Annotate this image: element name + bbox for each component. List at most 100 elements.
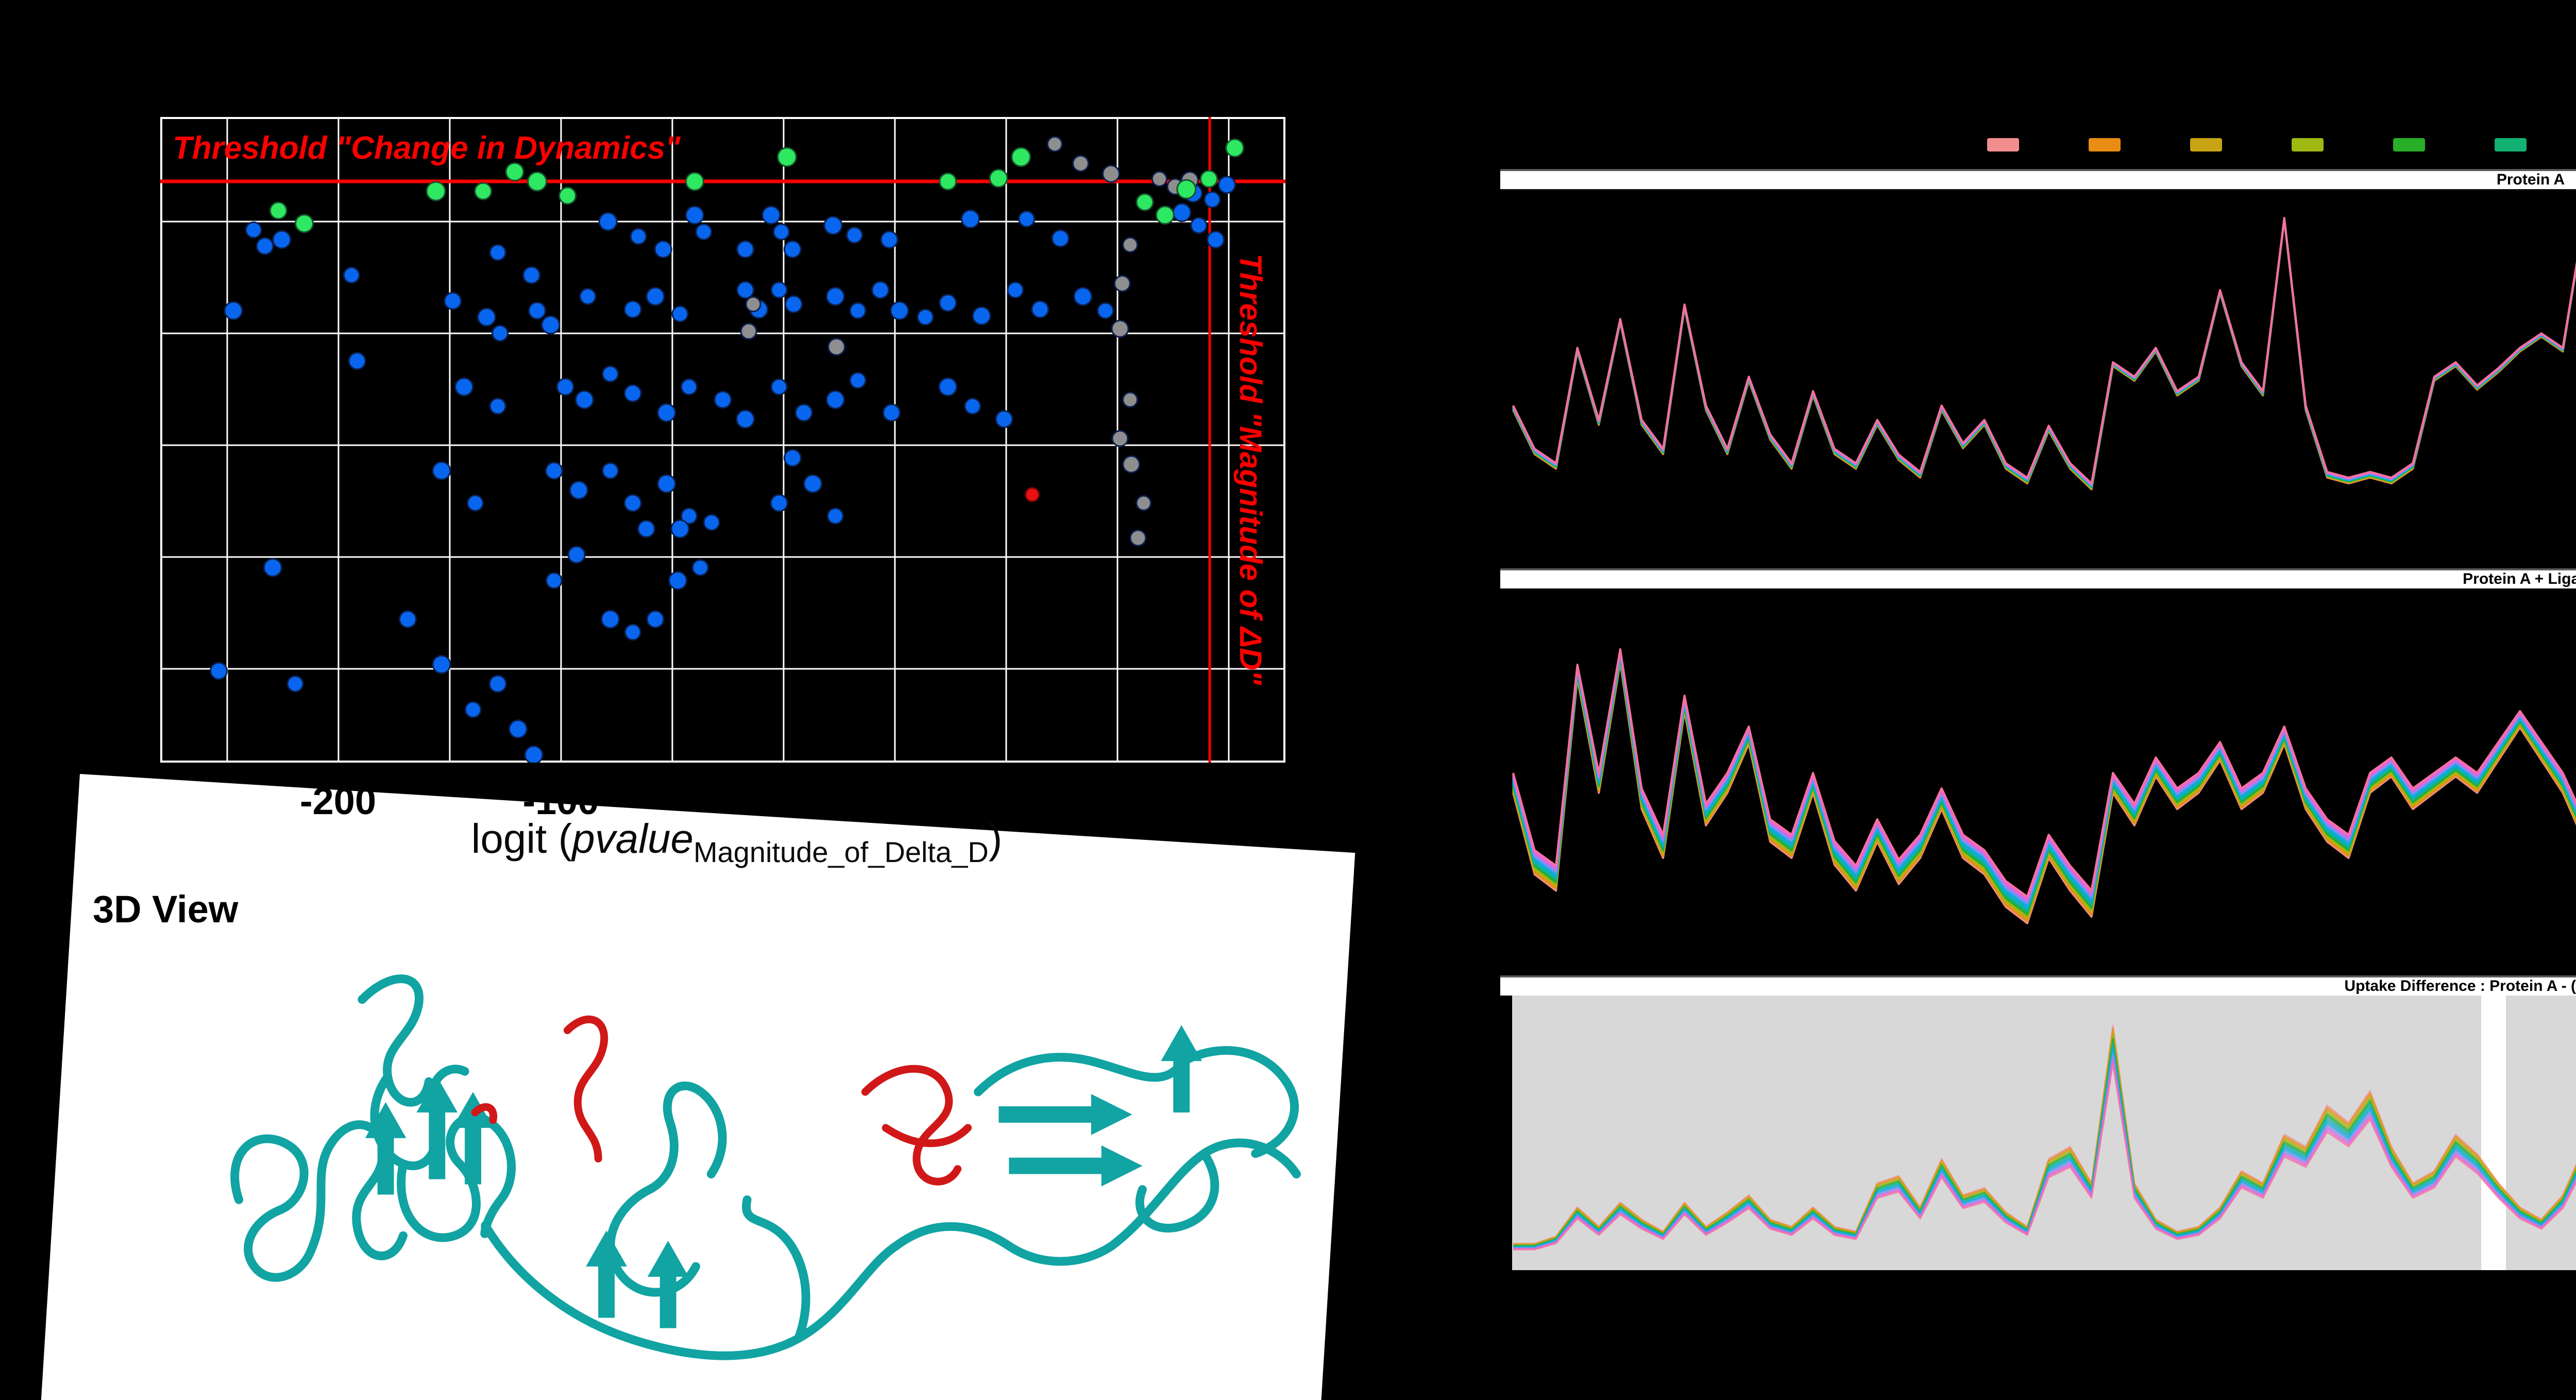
volcano-dot-green[interactable]	[989, 168, 1008, 188]
volcano-dot-blue[interactable]	[1051, 229, 1070, 248]
volcano-dot-blue[interactable]	[637, 519, 655, 538]
volcano-dot-blue[interactable]	[890, 301, 909, 321]
volcano-dot-blue[interactable]	[736, 281, 755, 299]
volcano-dot-blue[interactable]	[545, 462, 563, 480]
volcano-dot-blue[interactable]	[579, 288, 597, 305]
volcano-dot-gray[interactable]	[1113, 275, 1131, 292]
volcano-dot-green[interactable]	[1225, 138, 1245, 158]
volcano-dot-green[interactable]	[1155, 206, 1175, 225]
volcano-dot-blue[interactable]	[849, 302, 867, 319]
volcano-dot-blue[interactable]	[714, 391, 732, 409]
volcano-dot-blue[interactable]	[444, 292, 462, 310]
volcano-dot-blue[interactable]	[1204, 191, 1221, 208]
volcano-dot-blue[interactable]	[823, 216, 843, 235]
volcano-dot-blue[interactable]	[681, 507, 698, 525]
volcano-dot-blue[interactable]	[630, 228, 647, 245]
volcano-dot-gray[interactable]	[745, 296, 761, 312]
volcano-dot-blue[interactable]	[556, 378, 574, 396]
volcano-dot-blue[interactable]	[1207, 230, 1225, 249]
volcano-dot-blue[interactable]	[286, 675, 304, 693]
volcano-dot-blue[interactable]	[598, 212, 618, 231]
volcano-dot-blue[interactable]	[522, 266, 541, 284]
volcano-dot-blue[interactable]	[785, 295, 803, 313]
volcano-dot-blue[interactable]	[489, 244, 506, 261]
volcano-dot-blue[interactable]	[770, 494, 788, 512]
volcano-dot-group[interactable]	[210, 136, 1245, 763]
volcano-dot-blue[interactable]	[961, 209, 980, 229]
volcano-dot-blue[interactable]	[995, 410, 1013, 428]
volcano-dot-blue[interactable]	[256, 237, 274, 256]
volcano-dot-blue[interactable]	[602, 365, 619, 383]
volcano-dot-blue[interactable]	[509, 719, 528, 739]
volcano-dot-gray[interactable]	[1072, 155, 1089, 172]
volcano-dot-blue[interactable]	[849, 372, 867, 389]
volcano-dot-red[interactable]	[1025, 487, 1040, 502]
volcano-dot-blue[interactable]	[964, 397, 981, 415]
volcano-dot-blue[interactable]	[917, 308, 934, 326]
volcano-dot-blue[interactable]	[1031, 300, 1049, 318]
volcano-dot-blue[interactable]	[783, 240, 802, 259]
volcano-dot-blue[interactable]	[939, 294, 957, 312]
volcano-dot-blue[interactable]	[803, 474, 823, 494]
volcano-dot-blue[interactable]	[657, 403, 676, 423]
legend-swatch-0[interactable]	[1987, 138, 2019, 151]
volcano-dot-blue[interactable]	[783, 449, 802, 467]
volcano-dot-blue[interactable]	[671, 305, 689, 323]
volcano-dot-blue[interactable]	[545, 572, 563, 589]
volcano-dot-green[interactable]	[558, 187, 577, 205]
volcano-dot-blue[interactable]	[245, 221, 262, 239]
volcano-dot-blue[interactable]	[654, 240, 672, 259]
volcano-dot-blue[interactable]	[846, 226, 863, 244]
volcano-dot-blue[interactable]	[432, 461, 451, 481]
volcano-dot-blue[interactable]	[602, 462, 619, 480]
volcano-plot[interactable]	[160, 117, 1285, 763]
volcano-dot-blue[interactable]	[224, 301, 243, 321]
volcano-dot-blue[interactable]	[670, 519, 690, 538]
volcano-dot-blue[interactable]	[263, 558, 282, 578]
volcano-dot-blue[interactable]	[794, 403, 813, 422]
volcano-dot-gray[interactable]	[1102, 164, 1120, 183]
volcano-dot-gray[interactable]	[740, 323, 757, 340]
volcano-dot-green[interactable]	[1011, 147, 1031, 167]
volcano-dot-green[interactable]	[295, 214, 314, 233]
volcano-dot-gray[interactable]	[1046, 136, 1063, 153]
volcano-dot-green[interactable]	[474, 182, 493, 200]
volcano-dot-blue[interactable]	[488, 674, 507, 693]
volcano-dot-blue[interactable]	[1172, 203, 1192, 222]
volcano-dot-blue[interactable]	[1073, 286, 1093, 306]
volcano-dot-blue[interactable]	[454, 377, 474, 397]
volcano-dot-blue[interactable]	[972, 306, 991, 326]
volcano-dot-green[interactable]	[685, 172, 704, 191]
volcano-dot-blue[interactable]	[668, 571, 688, 591]
volcano-dot-blue[interactable]	[348, 352, 366, 370]
volcano-dot-blue[interactable]	[1007, 281, 1024, 299]
volcano-dot-blue[interactable]	[464, 701, 482, 718]
chart-protein-a[interactable]	[1500, 187, 2576, 537]
volcano-dot-green[interactable]	[1200, 170, 1218, 188]
volcano-dot-blue[interactable]	[880, 230, 899, 249]
volcano-dot-blue[interactable]	[567, 546, 586, 564]
volcano-dot-blue[interactable]	[883, 403, 901, 422]
volcano-dot-blue[interactable]	[467, 494, 484, 512]
volcano-dot-blue[interactable]	[1190, 217, 1208, 234]
volcano-dot-gray[interactable]	[1122, 455, 1141, 474]
uptake-trace-12[interactable]	[1512, 648, 2576, 898]
volcano-dot-green[interactable]	[426, 181, 446, 201]
volcano-dot-blue[interactable]	[685, 206, 704, 225]
volcano-dot-blue[interactable]	[524, 745, 544, 763]
volcano-dot-blue[interactable]	[492, 325, 509, 342]
volcano-dot-blue[interactable]	[574, 390, 594, 410]
legend-swatch-1[interactable]	[2089, 138, 2121, 151]
volcano-dot-blue[interactable]	[623, 300, 642, 318]
protein-structure-3d[interactable]	[206, 958, 1340, 1400]
volcano-dot-blue[interactable]	[691, 559, 709, 577]
volcano-dot-green[interactable]	[939, 172, 957, 191]
volcano-dot-blue[interactable]	[761, 206, 781, 225]
volcano-dot-green[interactable]	[505, 162, 524, 181]
volcano-dot-blue[interactable]	[871, 281, 890, 299]
volcano-dot-blue[interactable]	[624, 623, 641, 641]
legend-swatch-3[interactable]	[2292, 138, 2324, 151]
volcano-dot-green[interactable]	[269, 201, 287, 220]
volcano-dot-blue[interactable]	[657, 474, 676, 494]
volcano-dot-blue[interactable]	[210, 662, 228, 680]
